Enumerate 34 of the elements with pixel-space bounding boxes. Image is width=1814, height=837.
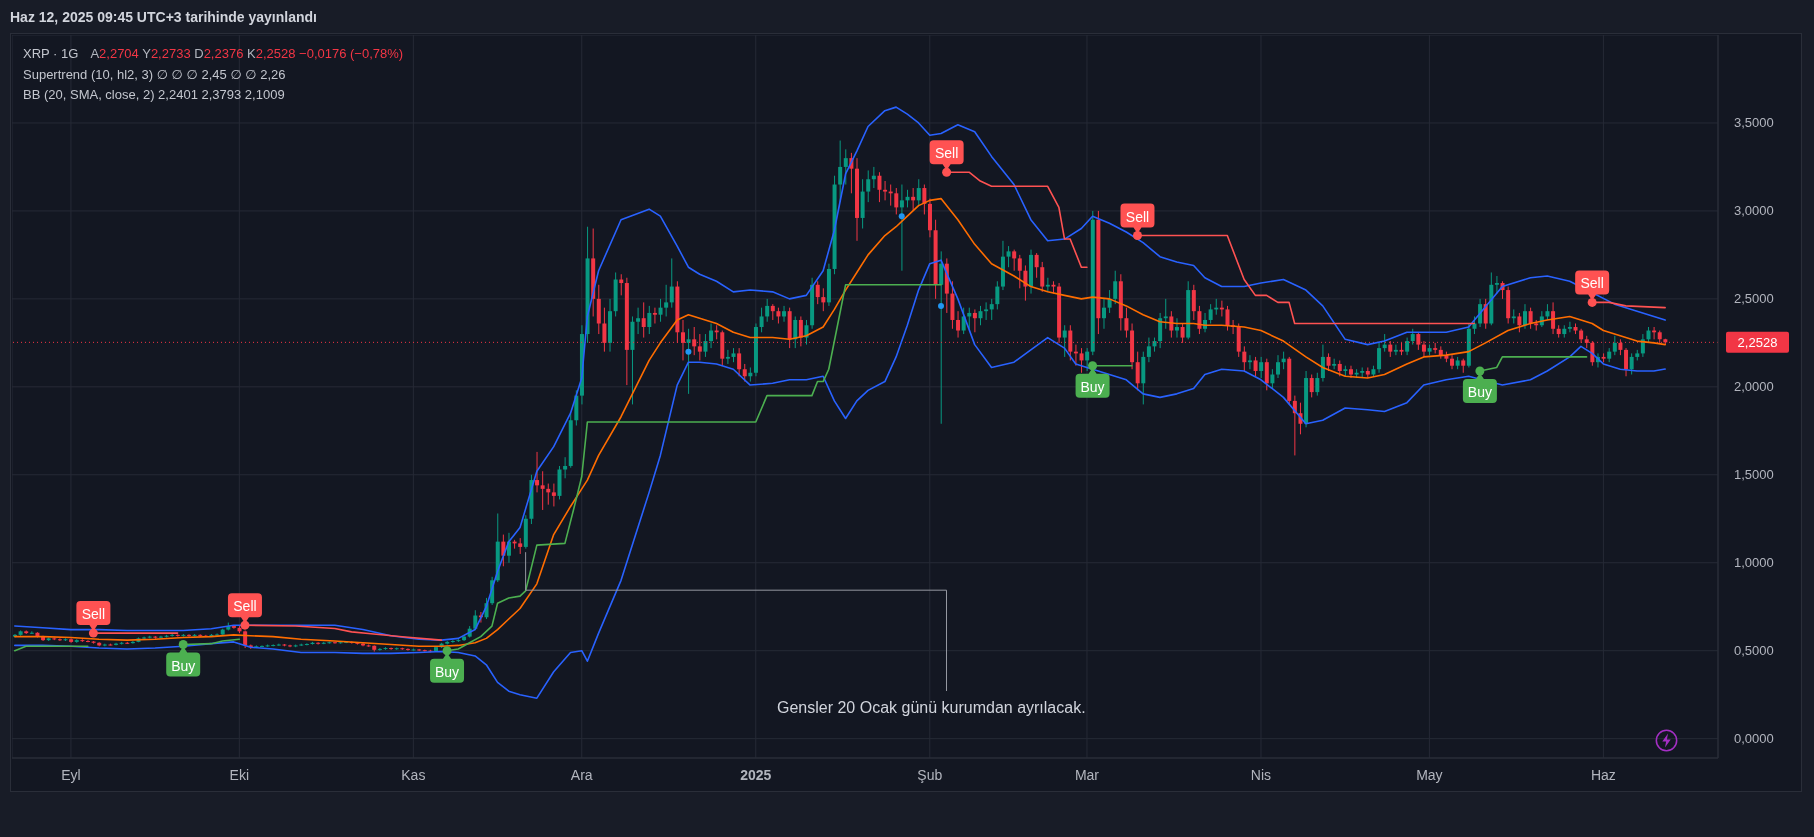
x-tick-label: Eyl [61, 767, 81, 783]
annotation: Sell [1125, 208, 1150, 225]
y-tick-label: 2,5000 [1734, 291, 1774, 307]
y-tick-label: 1,5000 [1734, 467, 1774, 483]
annotation: Sell [233, 598, 257, 615]
x-tick-label: 2025 [740, 767, 772, 783]
y-tick-label: 3,5000 [1734, 115, 1774, 131]
annotation: A2,2704 Y2,2733 D2,2376 K2,2528 −0,0176 (−0,78%) [90, 46, 404, 61]
annotation: Sell [934, 145, 959, 162]
y-tick-label: 3,0000 [1734, 203, 1774, 219]
x-tick-label: Şub [917, 767, 943, 783]
x-tick-label: Haz [1590, 767, 1616, 783]
x-tick-label: Nis [1250, 767, 1272, 783]
x-tick-label: Ara [570, 767, 593, 783]
y-tick-label: 2,0000 [1734, 379, 1774, 395]
x-tick-label: May [1416, 767, 1443, 783]
ref-line-label: 2,2528 [1737, 334, 1778, 350]
annotation: Sell [1580, 275, 1604, 292]
annotation: Sell [81, 606, 106, 623]
y-tick-label: 0,5000 [1734, 643, 1774, 659]
annotation: Buy [171, 657, 196, 674]
y-tick-label: 0,0000 [1734, 731, 1774, 747]
annotation: Buy [1080, 378, 1105, 395]
text: XRP · 1G [23, 46, 79, 61]
text: Haz 12, 2025 09:45 UTC+3 tarihinde yayınlandı [10, 9, 317, 25]
annotation: Buy [1467, 383, 1492, 400]
y-tick-label: 1,0000 [1734, 555, 1774, 571]
annotation: Supertrend (10, hl2, 3) ∅ ∅ ∅ 2,45 ∅ ∅ 2,26 [23, 65, 287, 84]
annotation: Buy [434, 663, 460, 680]
annotation: BB (20, SMA, close, 2) 2,2401 2,3793 2,1009 [23, 86, 286, 104]
annotation: Gensler 20 Ocak günü kurumdan ayrılacak. [777, 698, 1086, 718]
x-tick-label: Kas [401, 767, 426, 783]
x-tick-label: Mar [1074, 767, 1100, 783]
x-tick-label: Eki [229, 767, 250, 783]
